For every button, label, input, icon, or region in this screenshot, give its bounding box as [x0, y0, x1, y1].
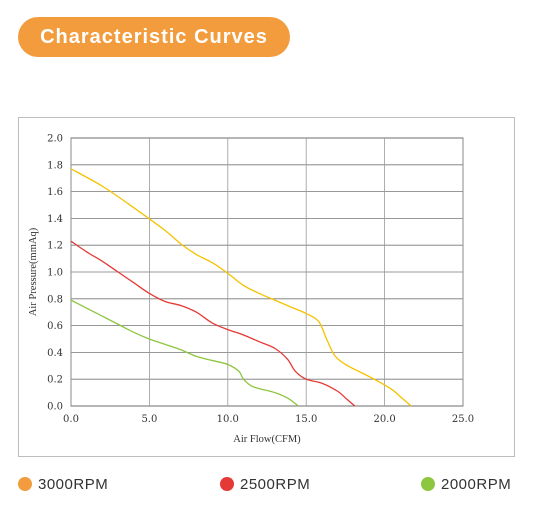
- legend-item-2500rpm: 2500RPM: [220, 473, 310, 495]
- legend-item-3000rpm: 3000RPM: [18, 473, 108, 495]
- y-tick-label: 0.0: [47, 402, 63, 413]
- y-tick-label: 0.8: [47, 294, 63, 305]
- x-axis-label: Air Flow(CFM): [233, 434, 301, 445]
- y-tick-label: 0.4: [47, 348, 63, 359]
- y-axis-label: Air Pressure(mmAq): [28, 227, 39, 316]
- legend-label: 3000RPM: [38, 475, 109, 493]
- x-tick-label: 15.0: [295, 414, 317, 425]
- legend-label: 2000RPM: [441, 475, 512, 493]
- legend-dot: [421, 477, 435, 491]
- legend-dot: [18, 477, 32, 491]
- x-tick-label: 10.0: [217, 414, 239, 425]
- series-line-3000rpm: [70, 168, 412, 407]
- series-line-2000rpm: [70, 299, 299, 407]
- x-tick-label: 0.0: [63, 414, 79, 425]
- legend-dot: [220, 477, 234, 491]
- x-tick-label: 20.0: [373, 414, 395, 425]
- legend-item-2000rpm: 2000RPM: [421, 473, 511, 495]
- page-title: Characteristic Curves: [18, 17, 290, 57]
- y-tick-label: 1.8: [47, 160, 63, 171]
- y-tick-label: 1.4: [47, 214, 63, 225]
- y-tick-label: 1.0: [47, 268, 63, 279]
- chart-frame: 0.0 0.2 0.4 0.6 0.8 1.0 1.2 1.4 1.6 1.8 2.0 0.0 5.0 1…: [18, 117, 515, 457]
- series-line-2500rpm: [70, 240, 356, 407]
- characteristic-curves-chart: 0.0 0.2 0.4 0.6 0.8 1.0 1.2 1.4 1.6 1.8 2.0 0.0 5.0 1…: [28, 134, 474, 446]
- y-tick-label: 0.2: [47, 375, 63, 386]
- y-tick-label: 2.0: [47, 134, 63, 145]
- x-tick-label: 5.0: [141, 414, 157, 425]
- legend-label: 2500RPM: [240, 475, 311, 493]
- y-tick-label: 1.6: [47, 187, 63, 198]
- y-tick-label: 0.6: [47, 321, 63, 332]
- x-tick-label: 25.0: [452, 414, 474, 425]
- y-tick-label: 1.2: [47, 241, 63, 252]
